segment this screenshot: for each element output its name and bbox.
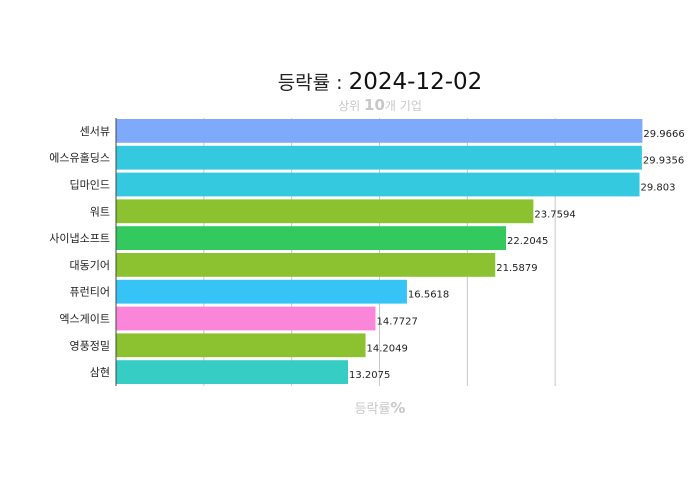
category-label: 딥마인드 [70,179,110,192]
chart-title-prefix: 등락률 : [278,72,349,94]
value-label: 14.2049 [367,343,408,354]
bar [116,306,376,331]
value-label: 23.7594 [534,209,575,220]
chart-title-date: 2024-12-02 [349,69,483,95]
value-label: 16.5618 [408,290,449,301]
bar [116,226,507,250]
bar [116,279,407,304]
value-label: 29.9356 [643,156,684,167]
x-axis-label-text: 등락률 [355,402,391,417]
value-label: 13.2075 [349,370,390,381]
category-label: 퓨런티어 [70,286,110,299]
value-label: 22.2045 [507,236,548,247]
bar [116,360,349,384]
category-label: 사이냅소프트 [49,232,110,245]
category-label: 엑스게이트 [59,313,110,326]
category-label: 대동기어 [70,259,110,272]
chart-subtitle-post: 개 기업 [385,99,422,113]
category-label: 영풍정밀 [70,339,110,352]
bar [116,119,643,143]
bar [116,253,496,277]
category-label: 에스유홀딩스 [49,152,110,165]
category-label: 센서뷰 [80,125,110,138]
bars [116,119,643,384]
bar [116,145,642,170]
category-label: 삼현 [90,366,110,379]
value-label: 29.803 [641,183,676,194]
value-label: 29.9666 [643,129,684,140]
value-labels: 29.9666 29.9356 29.803 23.7594 22.2045 21.587… [349,129,685,381]
bar [116,333,366,358]
x-axis-label: 등락률% [355,399,406,417]
value-label: 21.5879 [496,263,537,274]
chart-subtitle-num: 10 [364,96,385,114]
bar [116,172,640,197]
category-label: 워트 [90,205,110,218]
chart-title: 등락률 : 2024-12-02 [278,69,483,95]
value-label: 14.7727 [377,317,418,328]
chart-subtitle: 상위 10개 기업 [338,96,422,114]
x-axis-label-unit: % [390,399,405,417]
chart-subtitle-pre: 상위 [338,99,364,113]
bar [116,199,534,224]
